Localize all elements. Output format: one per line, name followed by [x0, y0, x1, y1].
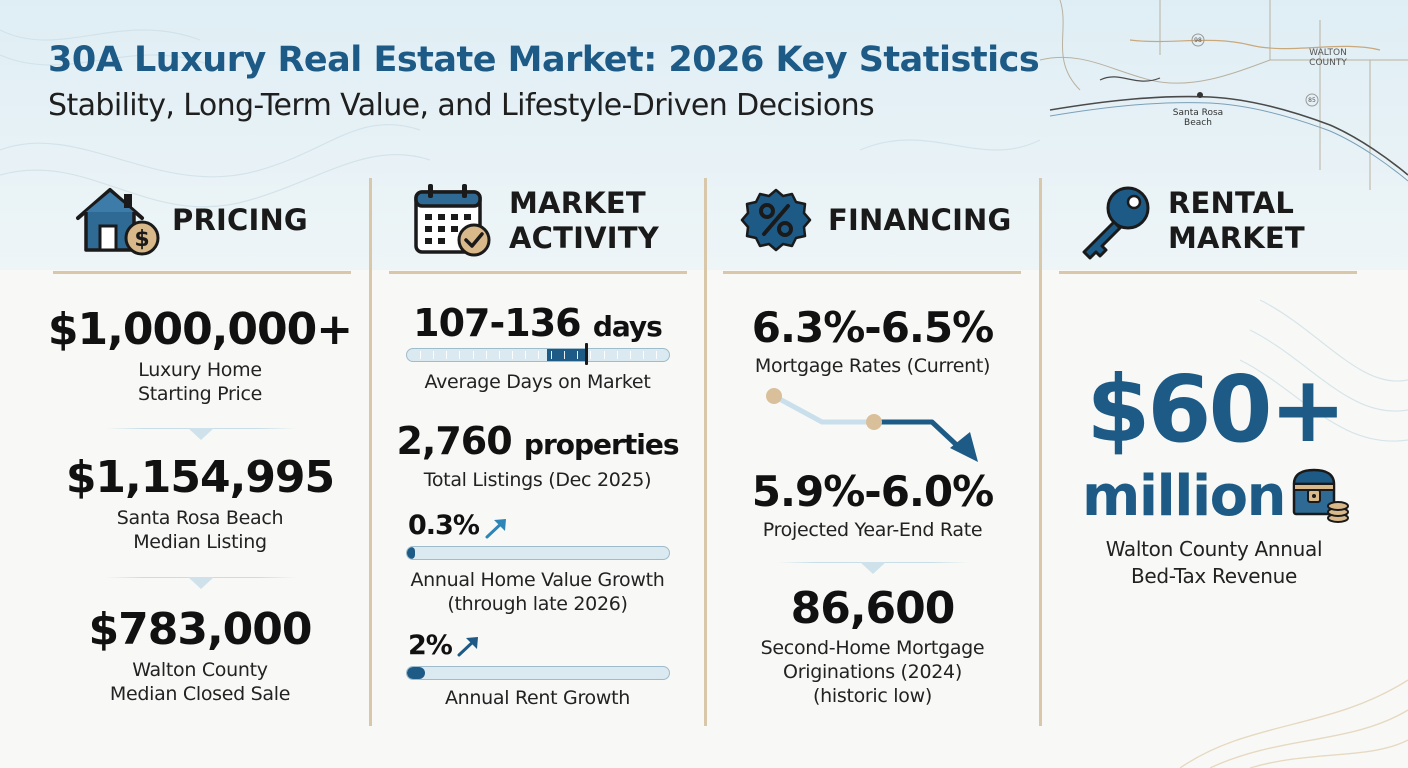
rate-decline-trend-graphic [766, 388, 978, 462]
bar-tick [446, 351, 448, 359]
stat-label: Santa Rosa Beach Median Listing [116, 507, 284, 553]
column-divider-2 [704, 178, 707, 726]
stat-label: Walton County Annual Bed-Tax Revenue [1105, 537, 1323, 588]
stat-value: $1,154,995 [65, 452, 335, 503]
percent-badge-icon [738, 182, 814, 262]
stat-label: Luxury Home Starting Price [138, 359, 262, 405]
trend-up-arrow-icon [457, 637, 478, 657]
home-value-growth-value: 0.3% [408, 510, 480, 541]
stat-second-home-originations: 86,600 Second-Home Mortgage Originations … [710, 582, 1035, 708]
stat-label: Average Days on Market [424, 371, 651, 393]
days-on-market-range-bar [406, 348, 670, 362]
page-subtitle: Stability, Long-Term Value, and Lifestyl… [48, 88, 875, 123]
rental-revenue-amount: $60+ [1086, 356, 1346, 463]
days-bar-ticks [407, 349, 669, 361]
map-label-walton-county: WALTON COUNTY [1309, 48, 1347, 68]
financing-header-rule [723, 271, 1021, 274]
stat-value: 6.3%-6.5% [751, 303, 994, 352]
stat-current-rate: 6.3%-6.5% Mortgage Rates (Current) [710, 302, 1035, 378]
market-header-rule [389, 271, 687, 274]
bar-tick [459, 351, 461, 359]
map-route-98: 98 [1194, 37, 1202, 44]
bar-tick [577, 351, 579, 359]
bar-tick [485, 351, 487, 359]
financing-chevron [860, 562, 886, 574]
days-label-wrap: Average Days on Market [375, 370, 700, 394]
bar-tick [629, 351, 631, 359]
stat-projected-rate: 5.9%-6.0% Projected Year-End Rate [710, 466, 1035, 542]
rent-growth-value: 2% [408, 630, 453, 661]
bar-tick [655, 351, 657, 359]
days-range-marker [584, 343, 588, 365]
map-label-santa-rosa-beach: Santa Rosa Beach [1172, 108, 1224, 128]
house-dollar-icon: $ [72, 180, 162, 264]
rent-growth-bar [406, 666, 670, 680]
calendar-check-icon [412, 182, 498, 266]
rental-market-heading: RENTAL MARKET [1168, 186, 1305, 255]
stat-label: Second-Home Mortgage Originations (2024)(… [760, 637, 985, 707]
column-divider-3 [1039, 178, 1042, 726]
bar-tick [590, 351, 592, 359]
regional-map: WALTON COUNTY Santa Rosa Beach 98 85 [1039, 0, 1408, 200]
pricing-chevron-2 [188, 577, 214, 589]
home-value-growth-label-wrap: Annual Home Value Growth (through late 20… [375, 568, 700, 616]
rent-growth-fill [407, 667, 426, 679]
stat-luxury-start-price: $1,000,000+ Luxury Home Starting Price [30, 302, 370, 406]
bar-tick [498, 351, 500, 359]
stat-value: 2,760 properties [396, 419, 679, 463]
column-divider-1 [369, 178, 372, 726]
stat-label: Annual Rent Growth [444, 687, 631, 709]
home-value-growth-fill [407, 547, 415, 559]
key-icon [1076, 182, 1156, 266]
page-title: 30A Luxury Real Estate Market: 2026 Key … [48, 40, 1040, 80]
stat-value: $1,000,000+ [47, 304, 353, 355]
bar-tick [642, 351, 644, 359]
stat-value: 5.9%-6.0% [751, 467, 994, 516]
bar-tick [524, 351, 526, 359]
stat-label: Total Listings (Dec 2025) [423, 469, 652, 491]
stat-walton-median-closed: $783,000 Walton County Median Closed Sale [30, 602, 370, 706]
treasure-chest-coins-icon [1292, 468, 1349, 523]
pricing-heading: PRICING [172, 203, 308, 237]
stat-santa-rosa-median: $1,154,995 Santa Rosa Beach Median Listin… [30, 450, 370, 554]
home-value-growth-bar [406, 546, 670, 560]
stat-label: Projected Year-End Rate [762, 519, 983, 541]
bar-tick [551, 351, 553, 359]
rental-header-rule [1059, 271, 1357, 274]
stat-total-listings: 2,760 properties Total Listings (Dec 202… [375, 418, 700, 492]
financing-heading: FINANCING [828, 203, 1012, 237]
stat-label: Annual Home Value Growth (through late 20… [410, 569, 665, 615]
market-activity-heading: MARKET ACTIVITY [509, 186, 659, 255]
svg-text:$: $ [134, 227, 149, 252]
stat-days-on-market: 107-136 days [375, 300, 700, 350]
rental-revenue-label-wrap: Walton County Annual Bed-Tax Revenue [1060, 536, 1368, 590]
bar-tick [538, 351, 539, 359]
trend-up-arrow-icon [485, 519, 506, 539]
map-route-85: 85 [1308, 97, 1316, 104]
stat-value: $783,000 [88, 604, 312, 655]
rent-growth-label-wrap: Annual Rent Growth [375, 686, 700, 710]
days-range-fill [547, 349, 586, 361]
bar-tick [511, 351, 513, 359]
pricing-chevron-1 [188, 428, 214, 440]
stat-value: 86,600 [790, 583, 956, 634]
pricing-header-rule [53, 271, 351, 274]
map-graphic [1039, 0, 1408, 190]
bar-tick [603, 351, 605, 359]
stat-value: 107-136 days [413, 301, 663, 345]
rental-revenue-unit: million [1082, 464, 1286, 529]
stat-label: Mortgage Rates (Current) [754, 355, 991, 377]
bar-tick [433, 351, 435, 359]
bar-tick [616, 351, 618, 359]
stat-label: Walton County Median Closed Sale [109, 659, 291, 705]
bar-tick [472, 351, 474, 359]
bar-tick [564, 351, 566, 359]
bar-tick [420, 351, 422, 359]
